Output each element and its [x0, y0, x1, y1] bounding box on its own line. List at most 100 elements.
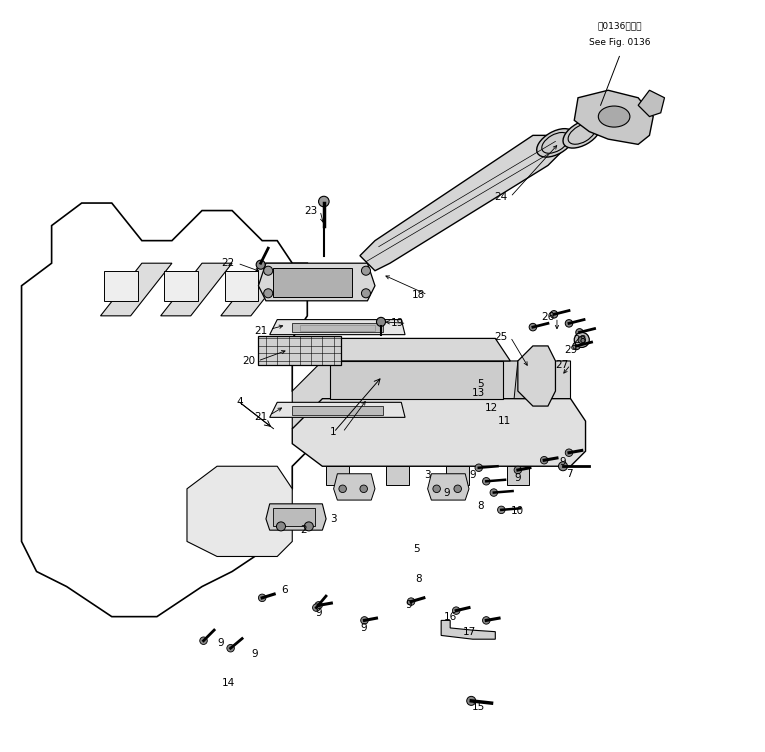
Text: 17: 17 — [462, 626, 476, 637]
Circle shape — [540, 456, 548, 464]
Bar — [225, 271, 259, 301]
Polygon shape — [575, 90, 653, 144]
Ellipse shape — [563, 120, 601, 148]
Ellipse shape — [537, 129, 575, 157]
Text: 3: 3 — [425, 470, 431, 481]
Polygon shape — [292, 399, 585, 466]
Bar — [104, 271, 138, 301]
Text: 9: 9 — [252, 649, 258, 660]
Polygon shape — [100, 263, 172, 316]
Circle shape — [264, 289, 272, 298]
Text: 28: 28 — [574, 335, 587, 345]
Circle shape — [565, 449, 573, 456]
Polygon shape — [394, 361, 431, 399]
Bar — [506, 466, 529, 485]
Polygon shape — [270, 402, 405, 417]
Polygon shape — [334, 361, 371, 399]
Circle shape — [313, 604, 320, 611]
Circle shape — [575, 332, 589, 347]
Text: 14: 14 — [222, 678, 235, 688]
Text: 8: 8 — [477, 501, 483, 511]
Text: 19: 19 — [391, 318, 404, 329]
Text: 3: 3 — [330, 514, 337, 524]
Circle shape — [360, 617, 368, 624]
Circle shape — [452, 607, 460, 614]
Ellipse shape — [598, 106, 630, 127]
Text: 9: 9 — [405, 600, 412, 611]
Text: 9: 9 — [443, 487, 450, 498]
Bar — [326, 466, 349, 485]
Bar — [273, 508, 315, 526]
Text: 9: 9 — [360, 623, 367, 633]
Circle shape — [227, 644, 234, 652]
Text: 9: 9 — [515, 472, 521, 483]
Text: 26: 26 — [542, 312, 555, 323]
Circle shape — [361, 289, 370, 298]
Circle shape — [200, 637, 207, 644]
Polygon shape — [441, 620, 495, 639]
Circle shape — [276, 522, 285, 531]
Bar — [259, 336, 341, 365]
Text: 29: 29 — [564, 344, 577, 355]
Bar — [386, 466, 409, 485]
Polygon shape — [638, 90, 665, 117]
Text: 5: 5 — [477, 378, 483, 389]
Polygon shape — [270, 320, 405, 335]
Polygon shape — [266, 504, 326, 530]
Text: 2: 2 — [300, 525, 307, 535]
Text: 20: 20 — [242, 356, 256, 366]
Text: 11: 11 — [498, 416, 511, 426]
Polygon shape — [454, 361, 492, 399]
Circle shape — [576, 329, 583, 336]
Polygon shape — [292, 361, 571, 429]
Circle shape — [360, 485, 367, 493]
Circle shape — [514, 466, 522, 474]
Bar — [447, 466, 469, 485]
Circle shape — [454, 485, 461, 493]
Text: 25: 25 — [495, 332, 508, 342]
Text: 16: 16 — [444, 611, 457, 622]
Text: 9: 9 — [217, 638, 224, 648]
Text: 12: 12 — [485, 402, 498, 413]
Circle shape — [483, 617, 490, 624]
Circle shape — [467, 696, 476, 705]
Polygon shape — [514, 361, 552, 399]
Text: 9: 9 — [470, 470, 476, 481]
Circle shape — [550, 311, 558, 318]
Circle shape — [497, 506, 505, 514]
Text: See Fig. 0136: See Fig. 0136 — [588, 38, 650, 47]
Bar — [292, 406, 382, 415]
Text: 4: 4 — [236, 397, 243, 408]
Circle shape — [407, 598, 415, 605]
Polygon shape — [428, 474, 469, 500]
Circle shape — [483, 478, 490, 485]
Text: 24: 24 — [495, 192, 508, 202]
Bar — [300, 325, 375, 331]
Circle shape — [565, 320, 573, 327]
Bar — [273, 268, 353, 297]
Circle shape — [475, 464, 483, 472]
Circle shape — [573, 342, 581, 350]
Text: 13: 13 — [472, 387, 485, 398]
Text: 6: 6 — [282, 585, 288, 596]
Text: 22: 22 — [222, 258, 235, 268]
Circle shape — [304, 522, 314, 531]
Bar — [330, 361, 503, 399]
Text: 1: 1 — [330, 427, 337, 438]
Circle shape — [264, 266, 272, 275]
Circle shape — [529, 323, 537, 331]
Bar — [164, 271, 198, 301]
Text: 10: 10 — [511, 506, 525, 517]
Polygon shape — [259, 263, 375, 301]
Text: 21: 21 — [254, 412, 267, 423]
Text: 7: 7 — [565, 468, 572, 479]
Text: 21: 21 — [254, 326, 267, 336]
Circle shape — [558, 462, 568, 471]
Circle shape — [259, 594, 266, 602]
Polygon shape — [187, 466, 292, 556]
Polygon shape — [221, 263, 292, 316]
Polygon shape — [518, 346, 555, 406]
Polygon shape — [322, 338, 510, 361]
Polygon shape — [161, 263, 232, 316]
Circle shape — [339, 485, 347, 493]
